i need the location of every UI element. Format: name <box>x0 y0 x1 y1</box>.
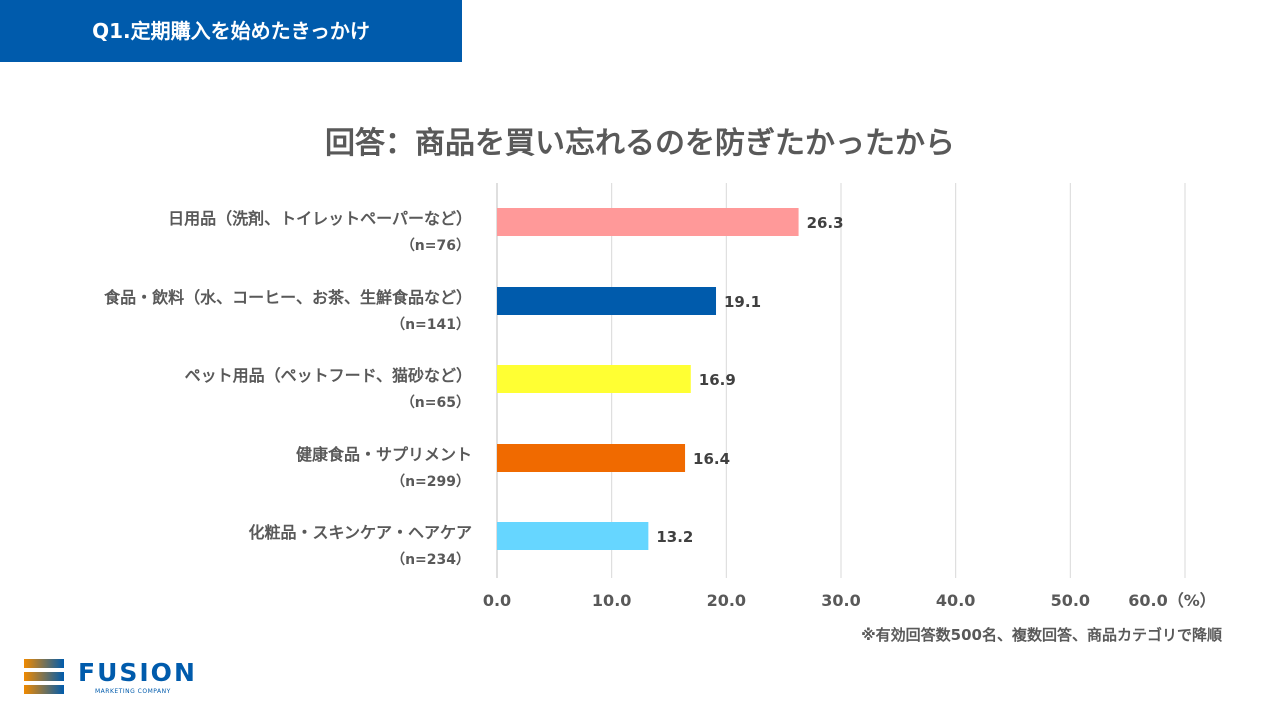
footnote: ※有効回答数500名、複数回答、商品カテゴリで降順 <box>861 626 1222 644</box>
category-label: 食品・飲料（水、コーヒー、お茶、生鮮食品など） <box>103 288 472 307</box>
x-tick-label: 60.0（%） <box>1128 591 1216 610</box>
bar <box>497 208 799 236</box>
category-label: 日用品（洗剤、トイレットペーパーなど） <box>168 209 472 228</box>
x-tick-label: 20.0 <box>707 591 746 610</box>
chart-title: 回答：商品を買い忘れるのを防ぎたかったから <box>325 126 955 161</box>
bar <box>497 522 649 550</box>
data-label: 19.1 <box>724 293 761 311</box>
category-label: 健康食品・サプリメント <box>296 445 472 464</box>
logo-icon <box>24 659 64 698</box>
x-tick-label: 40.0 <box>936 591 975 610</box>
bar <box>497 287 717 315</box>
data-label: 26.3 <box>807 214 844 232</box>
bar <box>497 444 686 472</box>
question-header: Q1.定期購入を始めたきっかけ <box>0 0 462 62</box>
category-label: 化粧品・スキンケア・ヘアケア <box>248 523 472 542</box>
category-label: ペット用品（ペットフード、猫砂など） <box>185 366 472 385</box>
sample-size-label: （n=299） <box>391 474 470 490</box>
data-label: 16.4 <box>693 450 730 468</box>
sample-size-label: （n=76） <box>401 238 470 254</box>
logo-name: FUSION <box>78 658 197 687</box>
data-label: 13.2 <box>656 528 693 546</box>
sample-size-label: （n=141） <box>391 317 470 333</box>
x-tick-label: 10.0 <box>592 591 631 610</box>
data-label: 16.9 <box>699 371 736 389</box>
x-tick-label: 30.0 <box>821 591 860 610</box>
x-tick-label: 50.0 <box>1051 591 1090 610</box>
sample-size-label: （n=65） <box>401 395 470 411</box>
bar <box>497 365 691 393</box>
sample-size-label: （n=234） <box>391 552 470 568</box>
x-tick-label: 0.0 <box>483 591 511 610</box>
logo-tagline: MARKETING COMPANY <box>95 688 171 695</box>
